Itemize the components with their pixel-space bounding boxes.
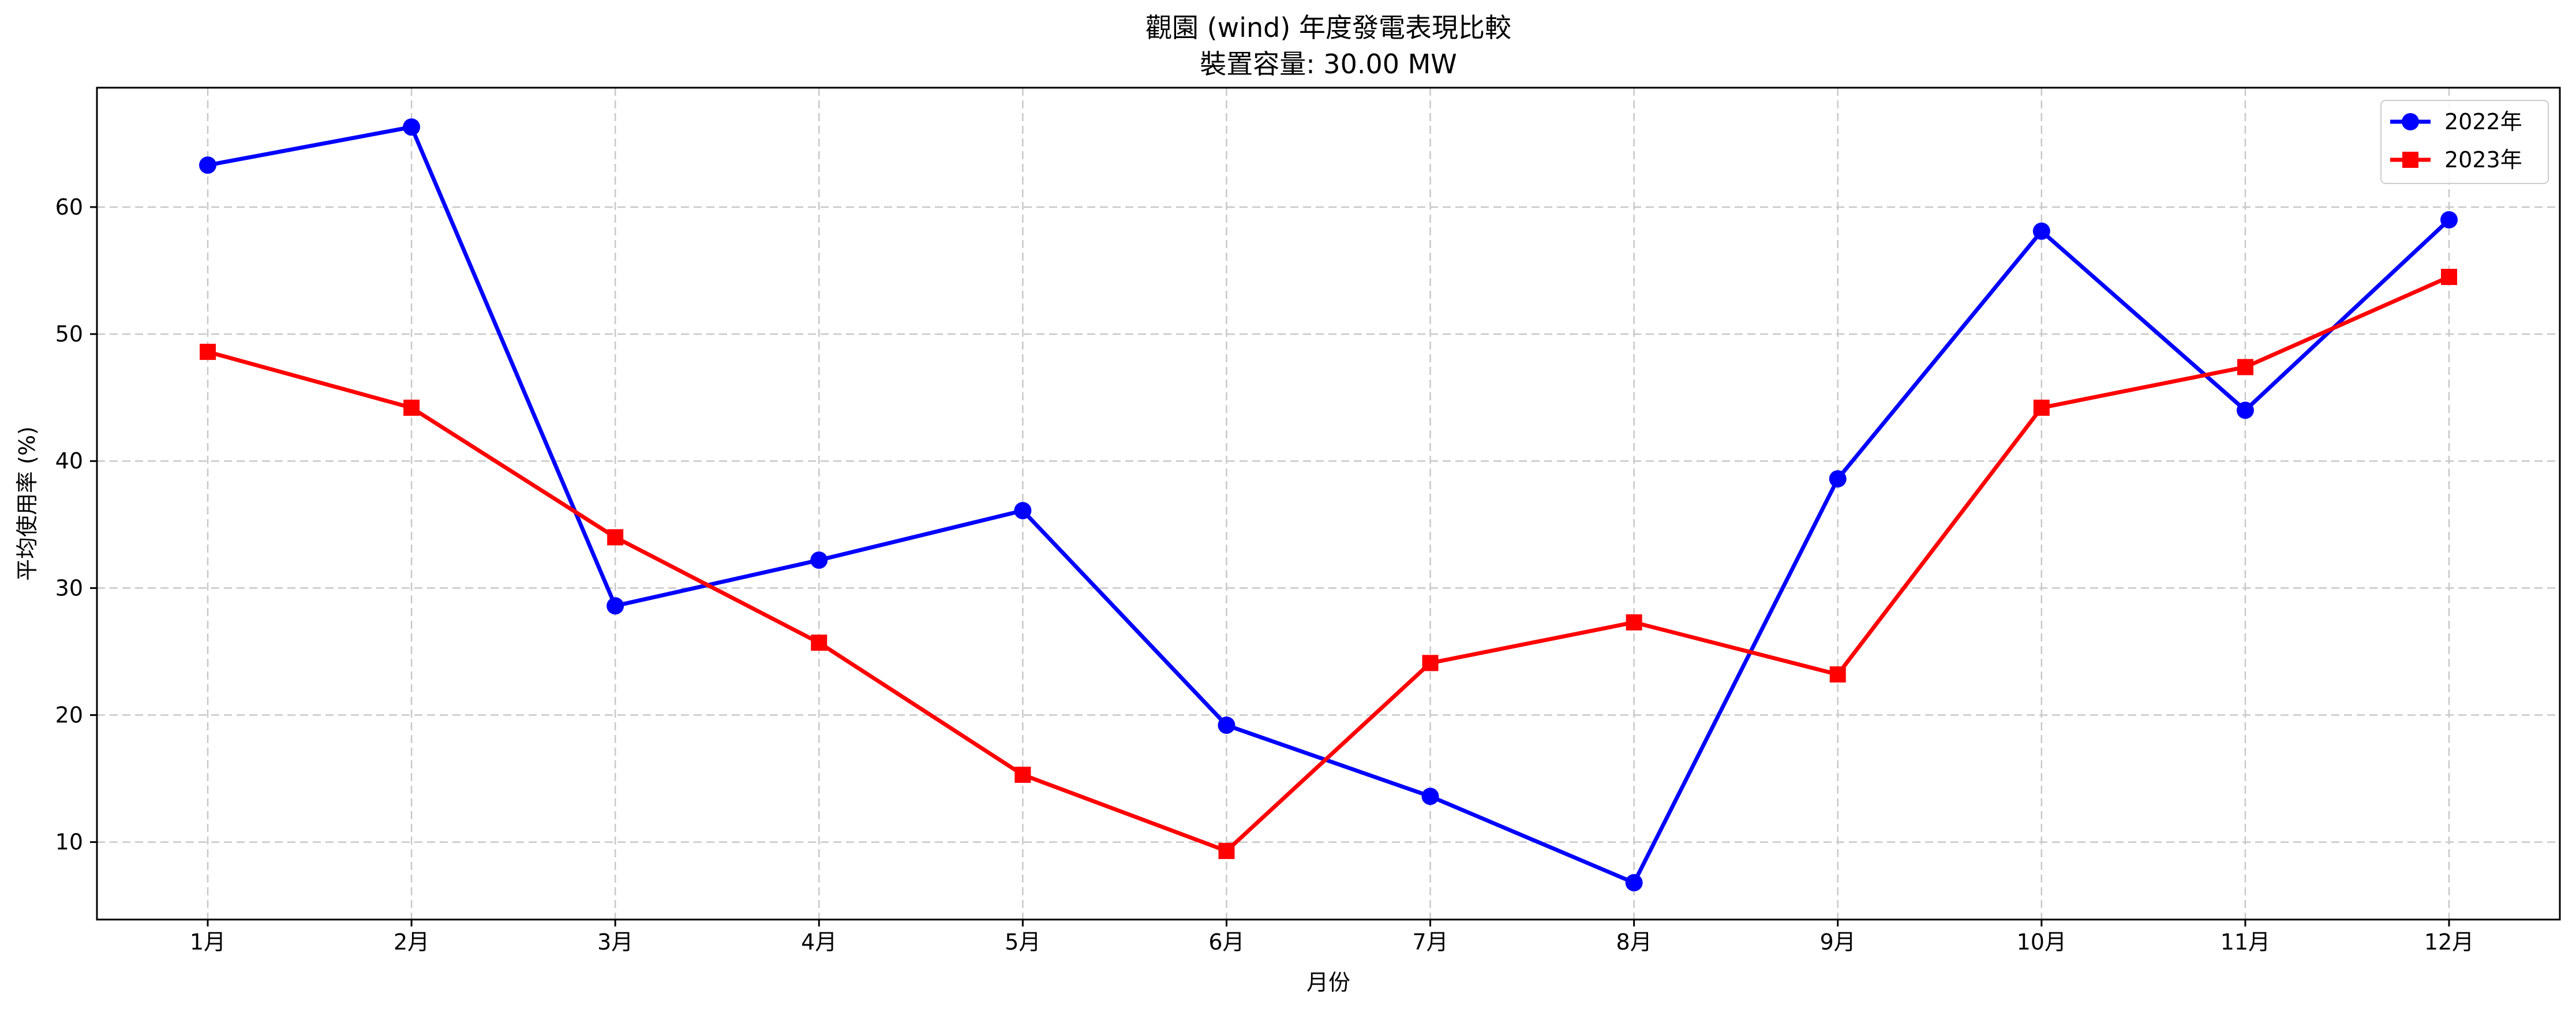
- data-point-square: [2033, 399, 2050, 416]
- data-point-circle: [810, 551, 828, 569]
- series-2: [200, 269, 2457, 860]
- x-tick-label: 10月: [2017, 929, 2066, 955]
- data-point-circle: [606, 597, 624, 615]
- chart-title: 觀園 (wind) 年度發電表現比較: [1145, 12, 1511, 43]
- x-tick-label: 6月: [1208, 929, 1244, 955]
- data-point-circle: [1829, 470, 1847, 488]
- data-point-circle: [1014, 502, 1032, 520]
- y-axis-label: 平均使用率 (%): [14, 426, 40, 581]
- y-tick-label: 40: [55, 448, 83, 474]
- legend-marker-square: [2402, 152, 2418, 168]
- data-point-circle: [403, 118, 421, 136]
- data-point-square: [2237, 359, 2253, 376]
- data-point-square: [1014, 767, 1031, 783]
- x-tick-label: 11月: [2221, 929, 2270, 955]
- data-point-circle: [1421, 787, 1439, 805]
- y-tick-label: 50: [55, 321, 83, 347]
- x-axis-label: 月份: [1306, 970, 1350, 995]
- series-1: [199, 118, 2458, 892]
- x-tick-label: 2月: [394, 929, 429, 955]
- legend-item-2: 2023年: [2390, 147, 2522, 172]
- data-point-circle: [2032, 222, 2050, 240]
- legend-label: 2022年: [2444, 109, 2522, 134]
- series-line: [207, 275, 2450, 853]
- x-tick-label: 1月: [190, 929, 226, 955]
- y-tick-label: 30: [55, 575, 83, 601]
- legend-marker-circle: [2402, 113, 2419, 130]
- y-tick-label: 10: [55, 830, 83, 855]
- data-point-circle: [2440, 211, 2458, 228]
- data-point-square: [811, 635, 828, 651]
- legend-label: 2023年: [2444, 147, 2522, 172]
- data-point-circle: [199, 156, 216, 174]
- legend-item-1: 2022年: [2390, 109, 2522, 134]
- data-point-circle: [1218, 716, 1235, 734]
- x-tick-label: 12月: [2424, 929, 2474, 955]
- x-tick-label: 9月: [1820, 929, 1856, 955]
- plot-frame: [96, 87, 2561, 921]
- x-tick-label: 8月: [1616, 929, 1652, 955]
- data-point-square: [200, 343, 216, 360]
- grid: [97, 88, 2560, 920]
- x-tick-label: 4月: [801, 929, 837, 955]
- data-point-square: [403, 399, 420, 416]
- data-point-square: [1626, 614, 1642, 631]
- x-tick-label: 3月: [597, 929, 633, 955]
- axis-ticks: 1月 2月 3月 4月 5月 6月 7月 8月 9月 10月 11月 12月 10 20 30 40 50 60: [55, 194, 2474, 955]
- data-point-square: [1829, 666, 1846, 683]
- chart-subtitle: 裝置容量: 30.00 MW: [1200, 48, 1457, 80]
- series-line: [207, 125, 2451, 885]
- data-point-square: [1218, 843, 1235, 860]
- data-point-square: [1422, 655, 1439, 671]
- legend: 2022年 2023年: [2380, 100, 2549, 184]
- y-tick-label: 20: [55, 703, 83, 728]
- x-tick-label: 7月: [1412, 929, 1448, 955]
- data-point-square: [607, 529, 624, 546]
- data-point-square: [2441, 269, 2457, 286]
- data-point-circle: [2236, 402, 2254, 419]
- x-tick-label: 5月: [1005, 929, 1040, 955]
- series-layer: [199, 118, 2458, 892]
- y-tick-label: 60: [55, 194, 83, 220]
- data-point-circle: [1625, 874, 1643, 892]
